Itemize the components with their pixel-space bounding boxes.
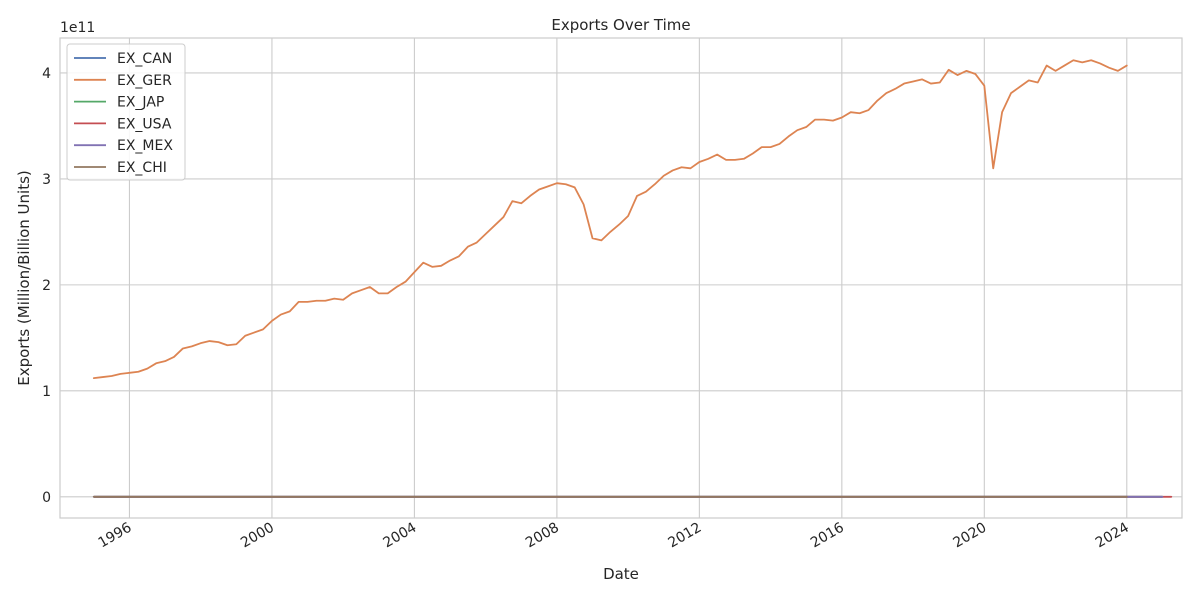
y-axis-ticks: 0 1 2 3 4 bbox=[42, 66, 51, 506]
plot-area-border bbox=[59, 37, 1183, 519]
y-axis-label: Exports (Million/Billion Units) bbox=[15, 170, 33, 386]
x-axis-label: Date bbox=[603, 565, 639, 583]
series-lines bbox=[92, 59, 1173, 498]
legend-entry-label: EX_USA bbox=[117, 116, 172, 132]
legend: EX_CAN EX_GER EX_JAP EX_USA EX_MEX EX_CHI bbox=[66, 43, 186, 181]
legend-entry-label: EX_JAP bbox=[117, 95, 164, 111]
x-tick-label: 2008 bbox=[523, 520, 562, 552]
y-tick-label: 3 bbox=[42, 172, 51, 188]
y-tick-label: 4 bbox=[42, 66, 51, 82]
chart-title: Exports Over Time bbox=[551, 16, 690, 34]
y-axis-offset-text: 1e11 bbox=[60, 20, 95, 36]
y-tick-label: 1 bbox=[42, 384, 51, 400]
y-tick-label: 2 bbox=[42, 278, 51, 294]
x-tick-label: 2000 bbox=[238, 520, 277, 552]
x-tick-label: 2020 bbox=[950, 520, 989, 552]
legend-entry-label: EX_CHI bbox=[117, 160, 167, 176]
x-tick-label: 1996 bbox=[96, 520, 135, 552]
y-tick-label: 0 bbox=[42, 490, 51, 506]
x-tick-label: 2016 bbox=[808, 520, 847, 552]
legend-entry-label: EX_MEX bbox=[117, 138, 173, 154]
grid bbox=[60, 38, 1182, 518]
legend-entry-label: EX_GER bbox=[117, 73, 172, 89]
x-tick-label: 2012 bbox=[665, 520, 704, 552]
x-axis-ticks: 1996 2000 2004 2008 2012 2016 2020 2024 bbox=[96, 520, 1132, 552]
x-tick-label: 2004 bbox=[381, 520, 420, 552]
series-line-ex-ger bbox=[92, 59, 1128, 380]
legend-entry-label: EX_CAN bbox=[117, 51, 172, 67]
x-tick-label: 2024 bbox=[1093, 520, 1132, 552]
